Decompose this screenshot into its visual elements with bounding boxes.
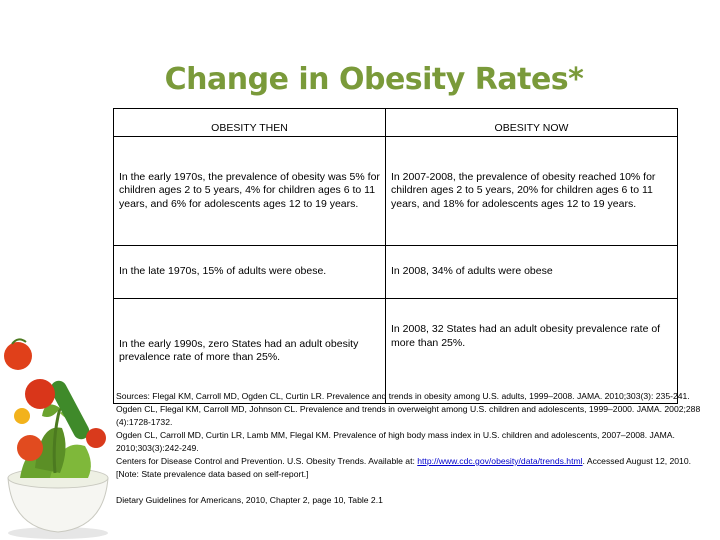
source-line: Ogden CL, Flegal KM, Carroll MD, Johnson… xyxy=(116,404,701,427)
source-line: Ogden CL, Carroll MD, Curtin LR, Lamb MM… xyxy=(116,430,675,453)
cell-then: In the late 1970s, 15% of adults were ob… xyxy=(113,245,386,299)
leaf-sprig xyxy=(11,338,27,345)
table-row: In the early 1970s, the prevalence of ob… xyxy=(113,136,678,246)
cdc-trends-link[interactable]: http://www.cdc.gov/obesity/data/trends.h… xyxy=(417,456,583,466)
salad-bowl-illustration xyxy=(4,338,109,539)
lettuce-leaf xyxy=(35,427,66,473)
cell-now: In 2007-2008, the prevalence of obesity … xyxy=(385,136,678,246)
source-text: . Accessed August 12, 2010. [Note: State… xyxy=(116,456,692,479)
header-now: OBESITY NOW xyxy=(385,108,678,137)
tomato xyxy=(17,435,43,461)
guidelines-citation: Dietary Guidelines for Americans, 2010, … xyxy=(116,495,383,505)
cell-now: In 2008, 34% of adults were obese xyxy=(385,245,678,299)
table-row: In the early 1990s, zero States had an a… xyxy=(113,298,678,404)
header-then: OBESITY THEN xyxy=(113,108,386,137)
bowl-shadow xyxy=(8,527,108,539)
stem xyxy=(52,407,62,474)
source-line: Centers for Disease Control and Preventi… xyxy=(116,455,706,481)
page-title: Change in Obesity Rates* xyxy=(164,62,584,97)
sources-block: Sources: Flegal KM, Carroll MD, Ogden CL… xyxy=(116,390,706,507)
cell-then: In the early 1970s, the prevalence of ob… xyxy=(113,136,386,246)
cell-now: In 2008, 32 States had an adult obesity … xyxy=(385,298,678,404)
comparison-table: OBESITY THEN OBESITY NOW In the early 19… xyxy=(113,108,678,404)
cell-then: In the early 1990s, zero States had an a… xyxy=(113,298,386,404)
tomato xyxy=(86,428,106,448)
leaf xyxy=(42,404,60,417)
pepper xyxy=(14,408,30,424)
cucumber xyxy=(50,380,90,440)
source-text: Centers for Disease Control and Preventi… xyxy=(116,456,418,466)
table-header-row: OBESITY THEN OBESITY NOW xyxy=(113,108,678,137)
bowl xyxy=(7,477,109,533)
table-row: In the late 1970s, 15% of adults were ob… xyxy=(113,245,678,299)
tomato xyxy=(4,342,32,370)
tomato xyxy=(25,379,55,409)
source-line: Sources: Flegal KM, Carroll MD, Ogden CL… xyxy=(116,391,690,401)
